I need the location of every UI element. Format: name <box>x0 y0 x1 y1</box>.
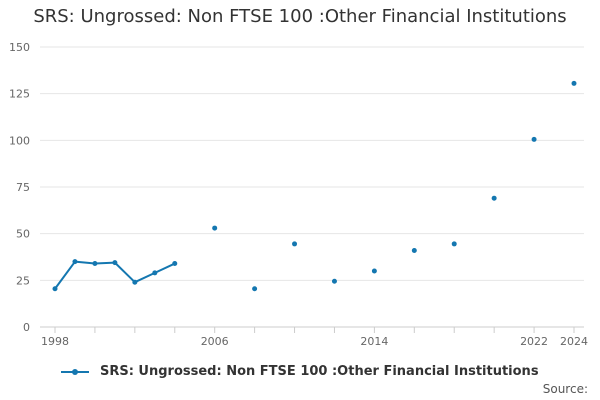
data-point <box>292 241 298 247</box>
y-tick-label: 100 <box>9 134 30 147</box>
x-tick-label: 1998 <box>41 335 69 348</box>
gridlines <box>40 46 584 281</box>
legend-label: SRS: Ungrossed: Non FTSE 100 :Other Fina… <box>99 364 539 379</box>
series-line-segment <box>73 260 96 265</box>
data-point <box>331 278 337 284</box>
y-tick-label: 0 <box>23 321 30 334</box>
data-point <box>72 259 78 265</box>
data-point <box>52 286 58 292</box>
series-line-segment <box>153 262 176 274</box>
series-line-segment <box>54 260 76 290</box>
data-point <box>172 261 178 267</box>
series-line-segment <box>133 271 156 284</box>
data-point <box>132 279 138 285</box>
y-tick-label: 75 <box>16 181 30 194</box>
x-tick-label: 2024 <box>560 335 588 348</box>
x-tick-label: 2006 <box>201 335 229 348</box>
y-tick-label: 150 <box>9 41 30 54</box>
series-lines <box>54 260 176 290</box>
y-tick-label: 25 <box>16 274 30 287</box>
data-point <box>491 195 497 201</box>
series-line-segment <box>113 261 136 284</box>
data-point <box>411 247 417 253</box>
data-point <box>152 270 158 276</box>
data-point <box>531 136 537 142</box>
data-point <box>371 268 377 274</box>
series-points <box>52 80 577 292</box>
series-line-segment <box>93 261 116 265</box>
data-point <box>212 225 218 231</box>
data-point <box>451 241 457 247</box>
y-tick-label: 125 <box>9 88 30 101</box>
x-axis <box>40 326 584 333</box>
data-point <box>92 261 98 267</box>
legend[interactable]: SRS: Ungrossed: Non FTSE 100 :Other Fina… <box>0 364 600 379</box>
legend-swatch <box>61 367 90 377</box>
data-point <box>571 80 577 86</box>
data-point <box>252 286 258 292</box>
x-tick-label: 2014 <box>360 335 388 348</box>
tick-labels: 0 25 50 75 100 125 150 1998 2006 2014 2022 2024 <box>9 41 588 348</box>
chart-title: SRS: Ungrossed: Non FTSE 100 :Other Fina… <box>33 6 567 27</box>
y-tick-label: 50 <box>16 228 30 241</box>
data-point <box>112 260 118 266</box>
source-label: Source: <box>542 382 588 396</box>
x-tick-label: 2022 <box>520 335 548 348</box>
